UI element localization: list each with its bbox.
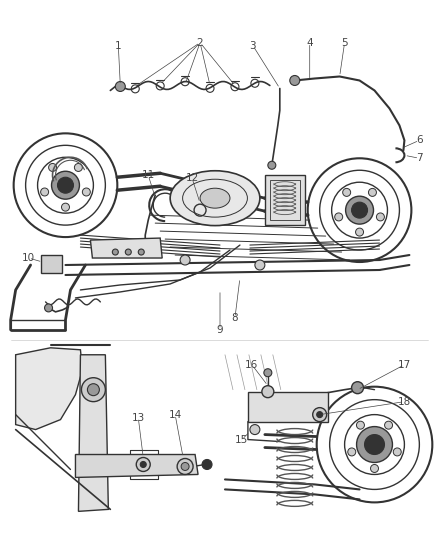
Text: 9: 9	[216, 325, 223, 335]
Circle shape	[345, 196, 373, 224]
Polygon shape	[16, 348, 82, 430]
Circle shape	[356, 426, 392, 463]
Circle shape	[375, 213, 384, 221]
Text: 1: 1	[115, 41, 121, 51]
Circle shape	[261, 386, 273, 398]
Circle shape	[384, 421, 392, 429]
Circle shape	[177, 458, 193, 474]
Circle shape	[351, 202, 367, 218]
Circle shape	[267, 161, 275, 169]
Circle shape	[355, 228, 363, 236]
Circle shape	[49, 164, 57, 172]
Text: 2: 2	[196, 38, 203, 47]
Text: 10: 10	[22, 253, 35, 263]
Circle shape	[370, 464, 378, 472]
Circle shape	[181, 463, 189, 471]
Bar	[40, 255, 62, 273]
Text: 3: 3	[249, 41, 256, 51]
Text: 6: 6	[415, 135, 422, 146]
Ellipse shape	[200, 188, 230, 208]
Text: 14: 14	[168, 410, 181, 419]
Circle shape	[364, 434, 384, 455]
Circle shape	[61, 203, 69, 211]
Circle shape	[289, 76, 299, 85]
Polygon shape	[75, 455, 198, 478]
Circle shape	[87, 384, 99, 395]
Text: 12: 12	[185, 173, 198, 183]
Circle shape	[249, 425, 259, 434]
Circle shape	[201, 459, 212, 470]
Text: 18: 18	[397, 397, 410, 407]
Circle shape	[115, 82, 125, 92]
Circle shape	[44, 304, 53, 312]
Circle shape	[254, 260, 264, 270]
Circle shape	[342, 188, 350, 196]
Bar	[264, 175, 304, 225]
Circle shape	[180, 255, 190, 265]
Circle shape	[312, 408, 326, 422]
Circle shape	[41, 188, 49, 196]
Circle shape	[138, 249, 144, 255]
Circle shape	[57, 177, 73, 193]
Text: 7: 7	[415, 154, 422, 163]
Text: 11: 11	[141, 170, 155, 180]
Text: 13: 13	[131, 413, 145, 423]
Circle shape	[82, 188, 90, 196]
Text: 16: 16	[245, 360, 258, 370]
Circle shape	[316, 411, 322, 417]
Bar	[247, 392, 327, 422]
Circle shape	[136, 457, 150, 472]
Bar	[269, 180, 299, 220]
Text: 15: 15	[235, 434, 248, 445]
Circle shape	[351, 382, 363, 394]
Circle shape	[367, 188, 375, 196]
Polygon shape	[78, 355, 108, 511]
Circle shape	[125, 249, 131, 255]
Text: 4: 4	[306, 38, 312, 47]
Circle shape	[347, 448, 355, 456]
Circle shape	[334, 213, 342, 221]
Text: 5: 5	[340, 38, 347, 47]
Polygon shape	[90, 238, 162, 258]
Circle shape	[356, 421, 364, 429]
Circle shape	[263, 369, 271, 377]
Circle shape	[74, 164, 82, 172]
Text: 17: 17	[397, 360, 410, 370]
Circle shape	[140, 462, 146, 467]
Text: 8: 8	[231, 313, 238, 323]
Circle shape	[51, 171, 79, 199]
Circle shape	[81, 378, 105, 402]
Circle shape	[112, 249, 118, 255]
Circle shape	[392, 448, 400, 456]
Ellipse shape	[170, 171, 259, 225]
